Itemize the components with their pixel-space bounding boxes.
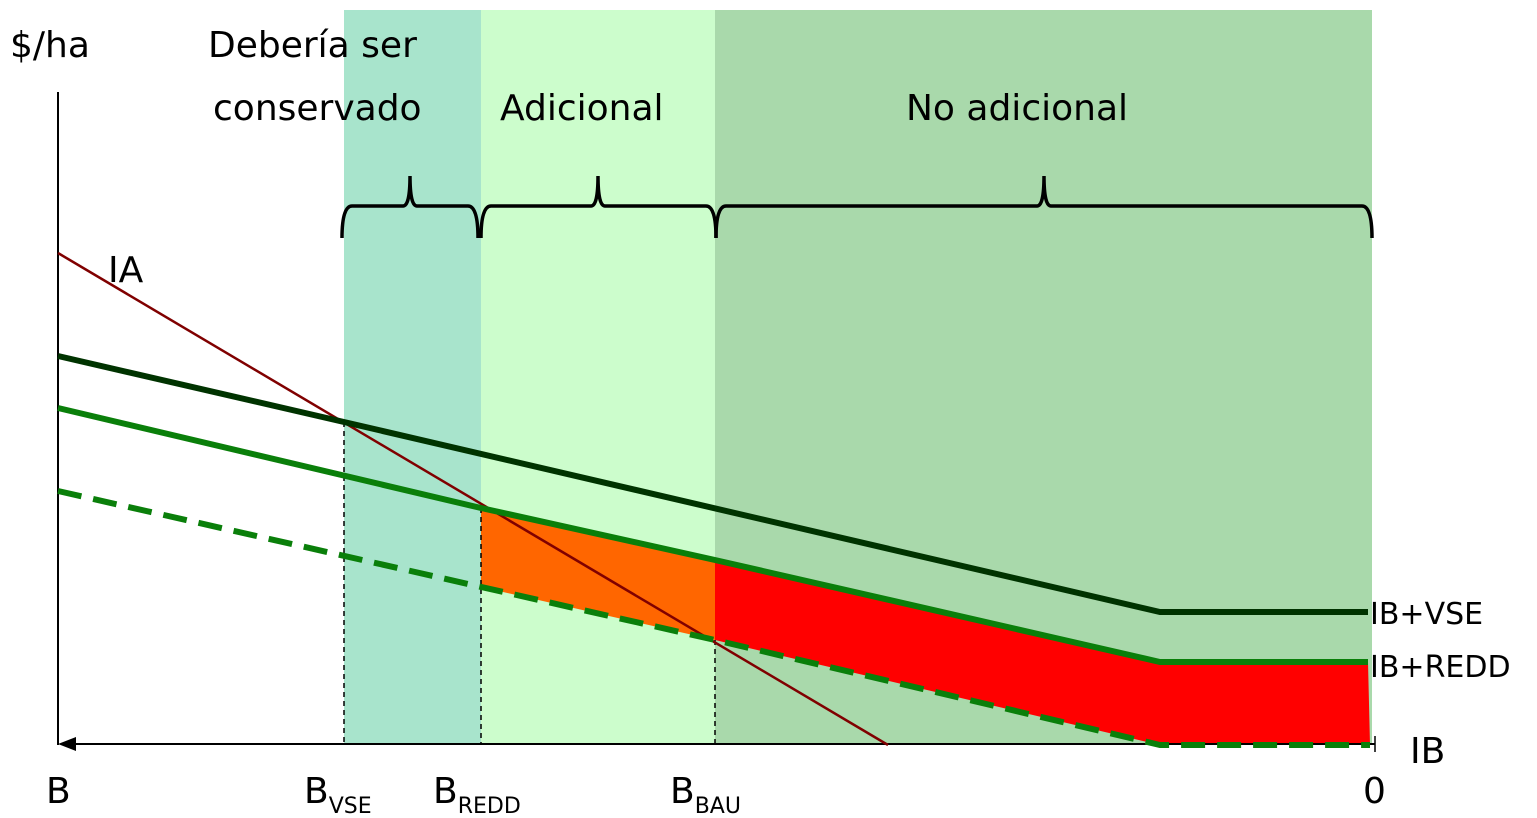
curve-ib-redd [57,405,1368,665]
label-ib-vse: IB+VSE [1370,597,1483,632]
label-ia: IA [108,250,144,291]
y-axis-label: $/ha [10,25,90,66]
x-label-zero: 0 [1363,771,1386,812]
x-label-b-left: B [46,771,71,812]
label-not-additional: No adicional [906,88,1128,129]
label-ib-redd: IB+REDD [1370,650,1511,685]
curve-ib-vse [57,353,1368,615]
x-axis-arrowhead [58,737,76,751]
curve-ib [57,488,1370,748]
brace-not-additional [714,175,1374,239]
fill-red-area [715,560,1370,745]
label-additional: Adicional [500,88,664,129]
label-should-conserve-line1: Debería ser [208,25,417,66]
x-label-b-vse: BVSE [304,771,372,818]
x-label-b-bau: BBAU [670,771,741,818]
region-should-conserve [344,10,481,743]
brace-should-conserve [340,175,480,239]
x-label-b-redd: BREDD [433,771,521,818]
brace-additional [479,175,718,239]
curve-ia [57,251,889,747]
label-ib: IB [1410,731,1445,772]
label-should-conserve-line2: conservado [213,88,422,129]
